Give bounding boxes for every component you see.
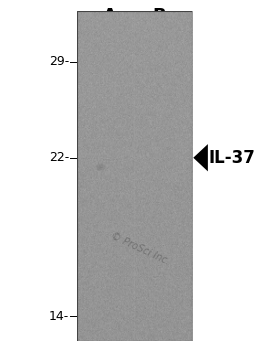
Text: 22-: 22- <box>49 151 69 164</box>
Text: B: B <box>152 7 166 25</box>
Text: IL-37: IL-37 <box>208 149 255 167</box>
Text: A: A <box>103 7 117 25</box>
Text: © ProSci Inc.: © ProSci Inc. <box>109 230 171 267</box>
Polygon shape <box>193 144 208 171</box>
Text: 14-: 14- <box>49 310 69 323</box>
Text: 29-: 29- <box>49 55 69 69</box>
